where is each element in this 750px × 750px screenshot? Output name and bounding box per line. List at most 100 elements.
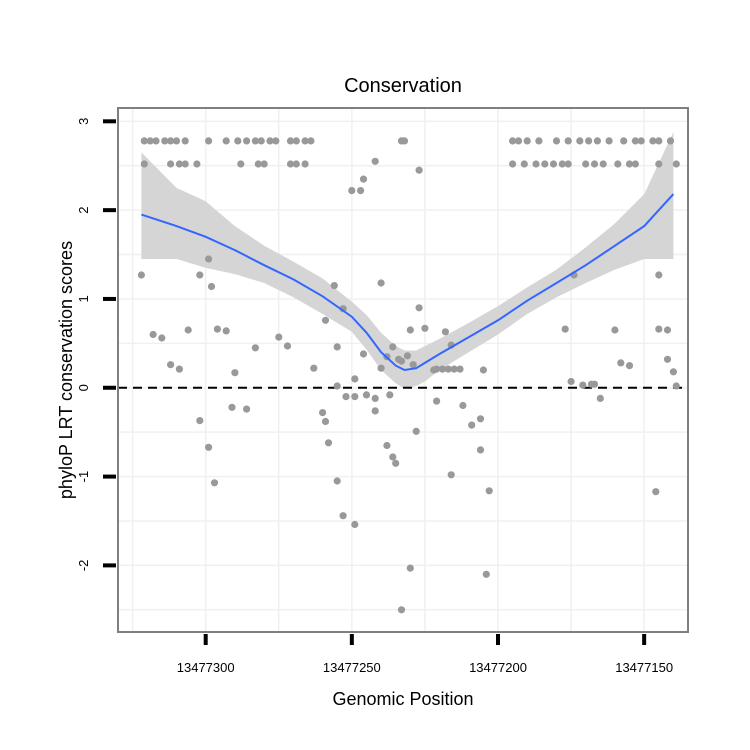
data-point (669, 368, 678, 376)
data-point (403, 352, 411, 360)
data-point (243, 137, 251, 145)
data-point (447, 471, 455, 479)
data-point (611, 326, 619, 334)
data-point (377, 279, 385, 287)
data-point (319, 409, 327, 417)
data-point (576, 137, 584, 145)
data-point (617, 359, 625, 367)
data-point (286, 160, 295, 168)
data-point (377, 364, 385, 372)
data-point (476, 446, 485, 454)
data-point (564, 160, 572, 168)
data-point (321, 417, 330, 426)
data-point (243, 405, 251, 413)
data-point (152, 137, 160, 145)
x-tick-label: 13477300 (177, 660, 235, 675)
data-point (655, 160, 663, 168)
data-point (383, 441, 391, 450)
chart-title: Conservation (344, 75, 462, 97)
data-point (193, 160, 201, 168)
data-point (348, 187, 356, 195)
data-point (321, 316, 330, 324)
data-point (228, 403, 236, 411)
data-point (301, 160, 309, 168)
data-point (535, 137, 543, 145)
data-point (392, 459, 400, 467)
data-point (476, 415, 485, 423)
data-point (459, 401, 467, 410)
data-point (585, 137, 593, 145)
y-tick-label: 1 (76, 295, 91, 302)
data-point (359, 175, 368, 183)
data-point (441, 328, 449, 336)
data-point (468, 421, 476, 429)
x-tick-label: 13477200 (469, 660, 527, 675)
data-point (222, 327, 230, 335)
data-point (444, 365, 452, 373)
data-point (167, 361, 175, 369)
data-point (351, 520, 359, 529)
data-point (482, 570, 490, 578)
data-point (389, 453, 397, 461)
data-point (433, 365, 441, 373)
data-point (485, 487, 493, 495)
data-point (333, 343, 341, 351)
data-point (371, 394, 379, 402)
data-point (330, 282, 338, 290)
data-point (479, 366, 487, 374)
data-point (397, 606, 406, 614)
data-point (663, 355, 672, 363)
data-point (508, 137, 517, 145)
data-point (359, 350, 368, 358)
data-point (301, 137, 309, 145)
data-point (514, 137, 523, 145)
data-point (234, 137, 242, 145)
data-point (251, 137, 259, 145)
data-point (196, 417, 204, 425)
data-point (149, 330, 157, 339)
data-point (596, 394, 604, 402)
data-point (210, 479, 219, 487)
data-point (599, 160, 607, 168)
data-point (655, 325, 663, 333)
data-point (254, 160, 262, 168)
data-point (307, 137, 315, 145)
data-point (625, 362, 634, 370)
data-point (158, 334, 166, 342)
data-point (564, 137, 572, 145)
y-tick-label: 2 (76, 207, 91, 214)
data-point (213, 325, 221, 333)
data-point (614, 160, 622, 168)
data-point (167, 137, 175, 145)
data-point (631, 137, 640, 145)
data-point (266, 137, 274, 145)
data-point (207, 282, 216, 291)
data-point (333, 477, 341, 485)
data-point (275, 333, 283, 341)
y-tick-label: 3 (76, 118, 91, 125)
data-point (175, 365, 183, 373)
data-point (631, 160, 640, 168)
data-point (292, 137, 300, 145)
data-point (552, 137, 561, 145)
data-point (260, 160, 268, 168)
y-axis: 3 2 1 0 -1 -2 (76, 118, 116, 571)
data-point (400, 137, 409, 145)
loess-smooth-line (141, 193, 675, 372)
data-point (140, 160, 148, 168)
data-point (652, 488, 660, 496)
x-axis: 13477300 13477250 13477200 13477150 (177, 634, 673, 675)
data-point (663, 326, 672, 334)
data-point (351, 393, 359, 401)
data-point (561, 325, 569, 333)
data-point (161, 137, 169, 145)
data-point (409, 361, 417, 369)
data-point (520, 160, 528, 168)
data-point (620, 137, 628, 145)
data-point (415, 166, 423, 174)
data-point (549, 160, 558, 168)
data-point (637, 137, 645, 145)
data-point (146, 137, 154, 145)
data-point (205, 443, 213, 451)
